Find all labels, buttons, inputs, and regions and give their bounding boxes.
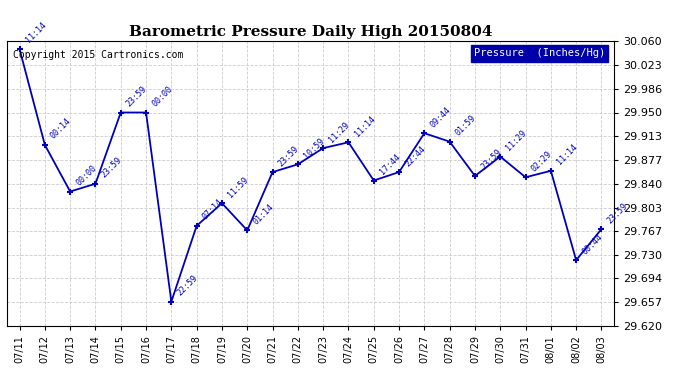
Text: 01:59: 01:59	[454, 114, 478, 138]
Text: 17:44: 17:44	[378, 152, 402, 176]
Text: 10:59: 10:59	[302, 136, 326, 160]
Text: 09:44: 09:44	[428, 105, 453, 129]
Text: 23:59: 23:59	[125, 84, 149, 108]
Text: 00:00: 00:00	[150, 84, 175, 108]
Text: 01:14: 01:14	[251, 202, 275, 226]
Text: 00:00: 00:00	[75, 164, 99, 188]
Title: Barometric Pressure Daily High 20150804: Barometric Pressure Daily High 20150804	[129, 25, 492, 39]
Text: 07:14: 07:14	[201, 198, 225, 222]
Text: Copyright 2015 Cartronics.com: Copyright 2015 Cartronics.com	[13, 50, 184, 60]
Text: 23:59: 23:59	[606, 201, 630, 225]
Text: Pressure  (Inches/Hg): Pressure (Inches/Hg)	[474, 48, 605, 58]
Text: 11:14: 11:14	[555, 142, 579, 166]
Text: 00:14: 00:14	[49, 117, 73, 141]
Text: 23:59: 23:59	[479, 148, 503, 172]
Text: 23:59: 23:59	[99, 156, 124, 180]
Text: 11:59: 11:59	[226, 175, 250, 199]
Text: 11:29: 11:29	[504, 128, 529, 152]
Text: 11:14: 11:14	[23, 21, 48, 45]
Text: 11:29: 11:29	[327, 120, 351, 144]
Text: 23:59: 23:59	[277, 144, 301, 168]
Text: 11:14: 11:14	[353, 114, 377, 138]
Text: 22:59: 22:59	[175, 273, 199, 297]
Text: 22:44: 22:44	[403, 144, 427, 168]
Text: 02:29: 02:29	[530, 149, 554, 173]
Text: 00:44: 00:44	[580, 232, 604, 256]
